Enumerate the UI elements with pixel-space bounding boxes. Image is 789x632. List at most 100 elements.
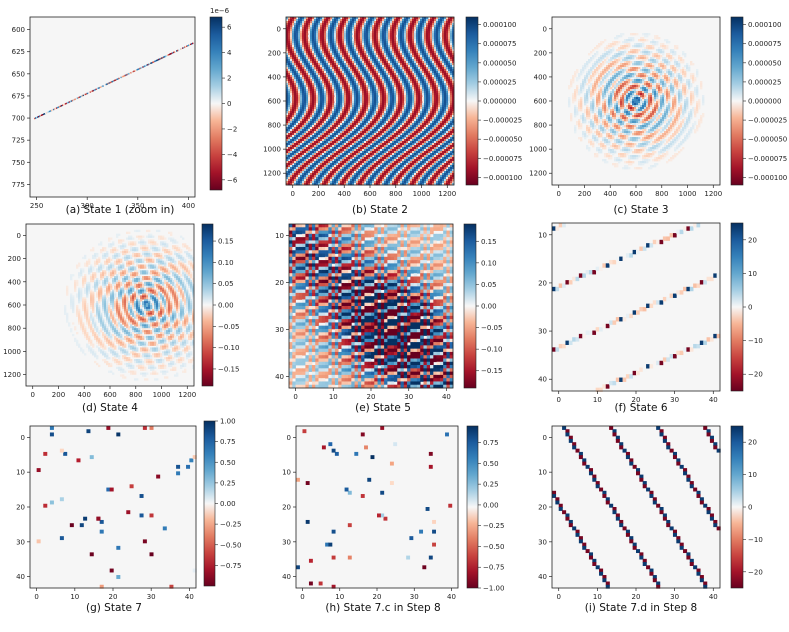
heatmap-cell: [288, 19, 290, 21]
heatmap-cell: [374, 27, 376, 29]
heatmap-cell: [310, 67, 312, 69]
heatmap-cell: [384, 21, 386, 23]
heatmap-cell: [378, 57, 380, 59]
heatmap-cell: [324, 151, 326, 153]
heatmap-cell: [290, 171, 292, 173]
heatmap-cell: [314, 141, 316, 143]
heatmap-cell: [314, 21, 316, 23]
heatmap-cell: [392, 93, 394, 95]
heatmap-cell: [322, 69, 324, 71]
heatmap-cell: [340, 69, 342, 71]
heatmap-cell: [400, 121, 402, 123]
heatmap-cell: [384, 113, 386, 115]
heatmap-cell: [320, 31, 322, 33]
heatmap-cell: [306, 177, 308, 179]
heatmap-cell: [306, 133, 308, 135]
heatmap-cell: [316, 177, 318, 179]
heatmap-cell: [350, 93, 352, 95]
heatmap-cell: [382, 93, 384, 95]
heatmap-cell: [386, 117, 388, 119]
heatmap-cell: [332, 181, 334, 183]
heatmap-cell: [324, 131, 326, 133]
heatmap-cell: [372, 137, 374, 139]
heatmap-cell: [392, 155, 394, 157]
heatmap-cell: [352, 155, 354, 157]
heatmap-cell: [306, 53, 308, 55]
heatmap-cell: [296, 21, 298, 23]
heatmap-cell: [324, 69, 326, 71]
heatmap-cell: [314, 37, 316, 39]
heatmap-cell: [336, 109, 338, 111]
heatmap-cell: [314, 157, 316, 159]
heatmap-cell: [372, 99, 374, 101]
heatmap-cell: [326, 95, 328, 97]
heatmap-cell: [330, 73, 332, 75]
heatmap-cell: [390, 181, 392, 183]
heatmap-cell: [376, 181, 378, 183]
heatmap-cell: [320, 83, 322, 85]
heatmap-cell: [326, 155, 328, 157]
heatmap-cell: [384, 131, 386, 133]
heatmap-cell: [374, 87, 376, 89]
heatmap-cell: [318, 67, 320, 69]
heatmap-cell: [290, 167, 292, 169]
heatmap-cell: [294, 77, 296, 79]
heatmap-cell: [312, 105, 314, 107]
heatmap-cell: [368, 29, 370, 31]
heatmap-cell: [350, 159, 352, 161]
heatmap-cell: [296, 53, 298, 55]
heatmap-cell: [316, 167, 318, 169]
heatmap-cell: [330, 39, 332, 41]
heatmap-cell: [306, 33, 308, 35]
heatmap-cell: [340, 31, 342, 33]
heatmap-cell: [368, 161, 370, 163]
heatmap-cell: [340, 57, 342, 59]
heatmap-cell: [350, 59, 352, 61]
heatmap-cell: [366, 169, 368, 171]
heatmap-cell: [370, 27, 372, 29]
heatmap-cell: [288, 155, 290, 157]
heatmap-cell: [346, 101, 348, 103]
heatmap-cell: [346, 23, 348, 25]
heatmap-cell: [292, 71, 294, 73]
heatmap-cell: [342, 175, 344, 177]
heatmap-cell: [324, 161, 326, 163]
heatmap-cell: [360, 77, 362, 79]
heatmap-cell: [370, 107, 372, 109]
heatmap-cell: [396, 49, 398, 51]
heatmap-cell: [392, 105, 394, 107]
heatmap-cell: [332, 119, 334, 121]
heatmap-cell: [326, 55, 328, 57]
heatmap-cell: [376, 171, 378, 173]
heatmap-cell: [306, 87, 308, 89]
heatmap-cell: [292, 53, 294, 55]
heatmap-cell: [318, 87, 320, 89]
heatmap-cell: [326, 65, 328, 67]
heatmap-cell: [392, 133, 394, 135]
heatmap-cell: [326, 165, 328, 167]
heatmap-cell: [328, 49, 330, 51]
heatmap-cell: [360, 97, 362, 99]
heatmap-cell: [372, 143, 374, 145]
heatmap-cell: [288, 153, 290, 155]
heatmap-cell: [340, 39, 342, 41]
heatmap-cell: [360, 33, 362, 35]
heatmap-cell: [370, 117, 372, 119]
heatmap-cell: [378, 147, 380, 149]
heatmap-cell: [362, 167, 364, 169]
heatmap-cell: [314, 109, 316, 111]
heatmap-cell: [356, 175, 358, 177]
heatmap-cell: [374, 109, 376, 111]
heatmap-cell: [378, 117, 380, 119]
heatmap-cell: [328, 155, 330, 157]
heatmap-cell: [306, 155, 308, 157]
heatmap-cell: [296, 175, 298, 177]
heatmap-cell: [358, 113, 360, 115]
heatmap-cell: [296, 91, 298, 93]
heatmap-cell: [326, 141, 328, 143]
heatmap-cell: [336, 49, 338, 51]
heatmap-cell: [384, 41, 386, 43]
heatmap-cell: [372, 149, 374, 151]
heatmap-cell: [298, 181, 300, 183]
heatmap-cell: [296, 77, 298, 79]
